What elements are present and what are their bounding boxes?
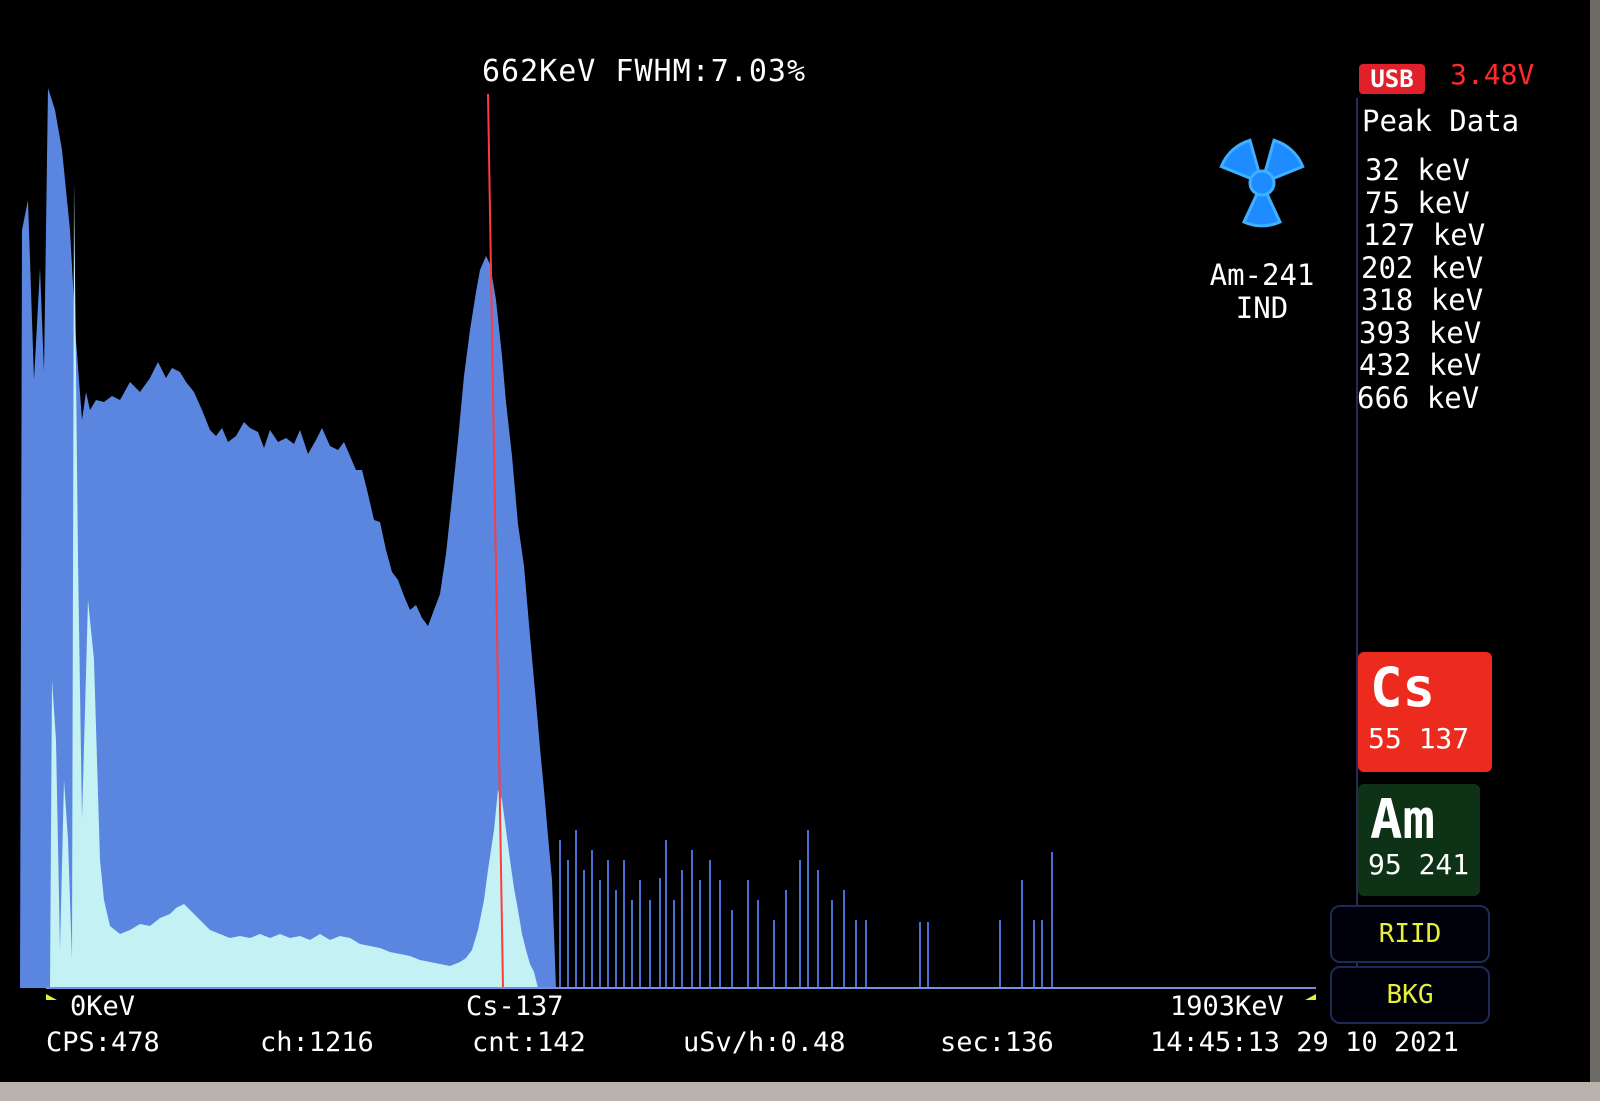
element-numbers: 55 137	[1368, 722, 1470, 755]
battery-voltage: 3.48V	[1450, 58, 1535, 91]
status-dose-rate: uSv/h:0.48	[683, 1027, 846, 1058]
axis-isotope-label: Cs-137	[466, 991, 564, 1022]
peak-fwhm-readout: 662KeV FWHM:7.03%	[482, 54, 807, 89]
peak-list: 32 keV 75 keV 127 keV 202 keV 318 keV 39…	[1357, 154, 1485, 414]
identified-isotope-name: Am-241	[1209, 258, 1315, 292]
peak-item: 432 keV	[1359, 348, 1482, 382]
peak-item: 127 keV	[1363, 218, 1486, 252]
spectrum-main-area	[20, 88, 556, 988]
peak-item: 32 keV	[1365, 153, 1470, 187]
status-elapsed-seconds: sec:136	[940, 1027, 1054, 1058]
element-numbers: 95 241	[1368, 848, 1470, 881]
peak-item: 202 keV	[1361, 250, 1484, 285]
element-tile-cs[interactable]: Cs 55 137	[1358, 652, 1492, 772]
peak-item: 75 keV	[1365, 185, 1470, 220]
status-count: cnt:142	[472, 1027, 586, 1058]
axis-min-label: 0KeV	[70, 991, 136, 1022]
element-tile-am[interactable]: Am 95 241	[1358, 784, 1480, 896]
axis-max-label: 1903KeV	[1170, 991, 1284, 1022]
radiation-trefoil-icon[interactable]	[1200, 126, 1324, 240]
status-channel: ch:1216	[260, 1027, 374, 1058]
bkg-button[interactable]: BKG	[1330, 966, 1490, 1024]
peak-data-panel	[1356, 98, 1544, 978]
peak-item: 666 keV	[1357, 380, 1480, 415]
status-datetime: 14:45:13 29 10 2021	[1150, 1027, 1459, 1058]
axis-right-marker-icon[interactable]	[1296, 994, 1316, 1000]
status-cps: CPS:478	[46, 1027, 160, 1058]
identified-isotope-status: IND	[1235, 291, 1289, 325]
device-bezel-right	[1590, 0, 1600, 1101]
spectrum-high-energy-bars	[559, 830, 1053, 988]
element-symbol: Am	[1370, 788, 1436, 851]
spectrum-light-area	[50, 180, 538, 988]
peak-marker-line[interactable]	[487, 93, 504, 989]
peak-data-title: Peak Data	[1362, 104, 1520, 138]
peak-item: 393 keV	[1359, 315, 1482, 350]
usb-power-badge: USB	[1359, 64, 1425, 94]
peak-item: 318 keV	[1361, 283, 1484, 317]
element-symbol: Cs	[1370, 656, 1436, 719]
riid-button[interactable]: RIID	[1330, 905, 1490, 963]
axis-left-marker-icon[interactable]	[46, 994, 66, 1000]
spectrum-plot	[20, 88, 1316, 1000]
device-bezel-bottom	[0, 1082, 1600, 1101]
